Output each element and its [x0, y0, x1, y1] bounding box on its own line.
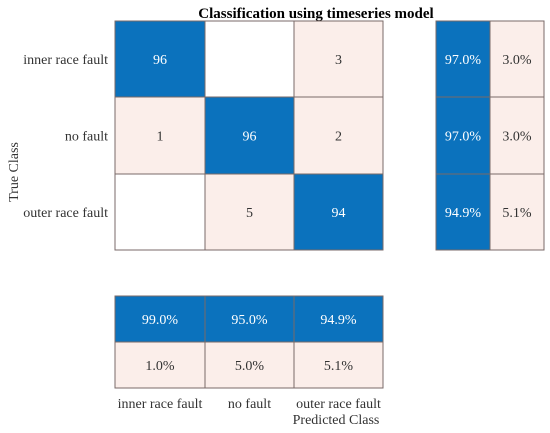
- row-summary-grid: 97.0% 3.0% 97.0% 3.0% 94.9% 5.1%: [435, 20, 545, 251]
- matrix-cell-2-2-label: 94: [332, 206, 346, 221]
- row-summary-cell-0-0-rect: [435, 20, 491, 98]
- column-label-1: no fault: [228, 397, 271, 412]
- column-summary-cell-0-0-rect: [114, 295, 206, 343]
- x-axis-label: Predicted Class: [293, 413, 380, 428]
- chart-title: Classification using timeseries model: [198, 6, 433, 22]
- row-summary-cell-0-0-label: 97.0%: [445, 53, 482, 68]
- matrix-cell-0-0-label: 96: [153, 53, 167, 68]
- column-summary-cell-0-0-label: 99.0%: [142, 313, 179, 328]
- column-summary-cell-1-2-label: 5.1%: [324, 359, 354, 374]
- column-labels: inner race fault no fault outer race fault: [118, 397, 381, 412]
- row-label-1: no fault: [65, 130, 108, 145]
- row-summary-cell-2-0-rect: [435, 173, 491, 251]
- row-summary-cell-1-0-rect: [435, 96, 491, 175]
- matrix-cell-0-2-rect: [293, 20, 384, 98]
- confusion-matrix-grid: 96 3 1 96 2 5 94: [114, 20, 384, 251]
- matrix-cell-0-1-rect: [204, 20, 295, 98]
- column-summary-cell-1-1-rect: [204, 341, 295, 389]
- row-summary-cell-0-1-label: 3.0%: [502, 53, 532, 68]
- matrix-cell-1-1-label: 96: [243, 130, 257, 145]
- column-summary-cell-0-1-label: 95.0%: [231, 313, 268, 328]
- row-summary-cell-2-1-rect: [489, 173, 545, 251]
- matrix-cell-1-2-label: 2: [335, 130, 342, 145]
- row-summary-cell-1-0-label: 97.0%: [445, 130, 482, 145]
- column-summary-grid: 99.0% 95.0% 94.9% 1.0% 5.0% 5.1%: [114, 295, 384, 389]
- row-summary-cell-1-1-label: 3.0%: [502, 130, 532, 145]
- row-label-2: outer race fault: [23, 206, 108, 221]
- column-label-2: outer race fault: [296, 397, 381, 412]
- column-summary-cell-1-0-rect: [114, 341, 206, 389]
- column-summary-cell-1-2-rect: [293, 341, 384, 389]
- matrix-cell-0-0-rect: [114, 20, 206, 98]
- matrix-cell-2-0-rect: [114, 173, 206, 251]
- row-label-0: inner race fault: [23, 53, 108, 68]
- column-summary-cell-1-0-label: 1.0%: [145, 359, 175, 374]
- column-summary-cell-0-2-rect: [293, 295, 384, 343]
- matrix-cell-1-2-rect: [293, 96, 384, 175]
- matrix-cell-2-2-rect: [293, 173, 384, 251]
- row-summary-cell-2-1-label: 5.1%: [502, 206, 532, 221]
- y-axis-label: True Class: [7, 142, 22, 202]
- column-label-0: inner race fault: [118, 397, 203, 412]
- matrix-cell-0-2-label: 3: [335, 53, 342, 68]
- column-summary-cell-0-2-label: 94.9%: [320, 313, 357, 328]
- matrix-cell-1-0-label: 1: [157, 130, 164, 145]
- matrix-cell-1-1-rect: [204, 96, 295, 175]
- row-summary-cell-2-0-label: 94.9%: [445, 206, 482, 221]
- matrix-cell-2-1-rect: [204, 173, 295, 251]
- column-summary-cell-1-1-label: 5.0%: [235, 359, 265, 374]
- row-labels: inner race fault no fault outer race fault: [23, 53, 108, 221]
- row-summary-cell-1-1-rect: [489, 96, 545, 175]
- matrix-cell-2-1-label: 5: [246, 206, 253, 221]
- matrix-cell-1-0-rect: [114, 96, 206, 175]
